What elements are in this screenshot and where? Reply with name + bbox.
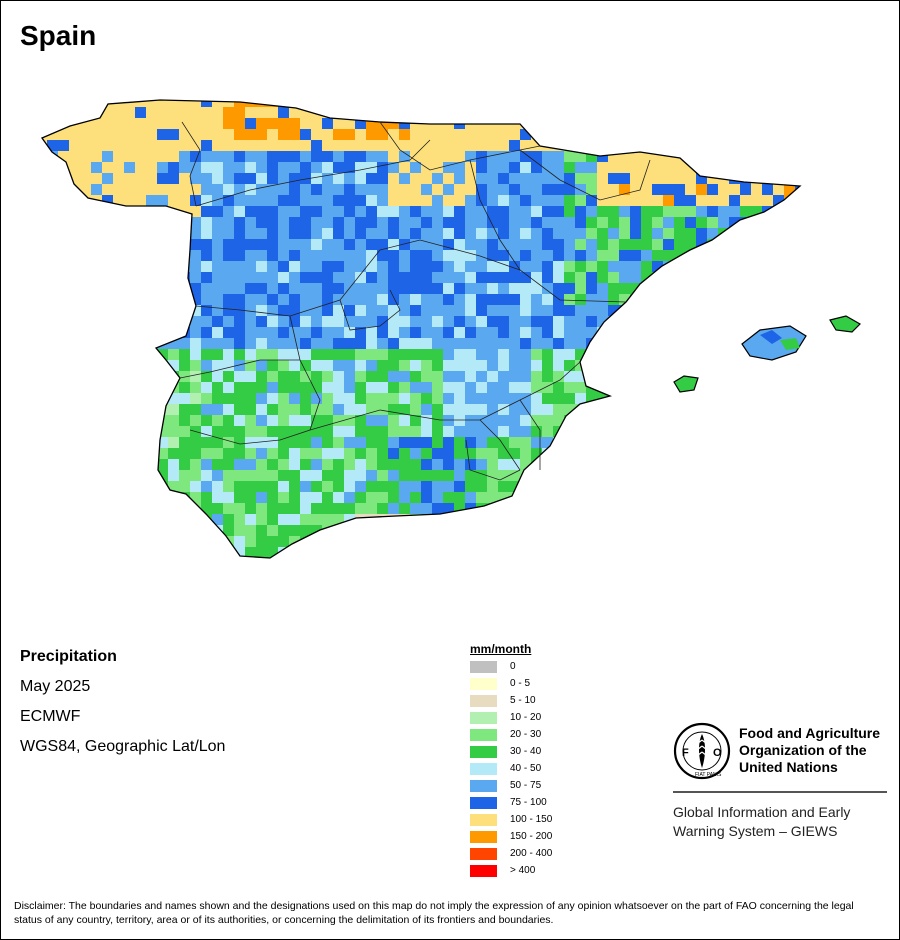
legend-label: > 400 [510,865,536,876]
legend-swatch [470,729,497,741]
projection-label: WGS84, Geographic Lat/Lon [20,738,226,755]
legend-item: 50 - 75 [470,779,590,793]
disclaimer: Disclaimer: The boundaries and names sho… [14,900,854,926]
legend-label: 150 - 200 [510,831,553,842]
legend-swatch [470,848,497,860]
precipitation-map [41,99,861,559]
legend-item: 30 - 40 [470,745,590,759]
legend-swatch [470,746,497,758]
legend-item: 150 - 200 [470,830,590,844]
org-name-line2: Organization of the [739,742,867,758]
fao-logo-icon: F O FIAT PANIS [673,722,731,780]
legend-swatch [470,678,497,690]
legend-unit: mm/month [470,642,532,656]
legend-item: 40 - 50 [470,762,590,776]
period-label: May 2025 [20,678,91,695]
source-label: ECMWF [20,708,81,725]
balearic-islands [673,315,861,393]
legend-label: 40 - 50 [510,763,542,774]
legend-label: 20 - 30 [510,729,542,740]
map-title: Spain [20,20,97,51]
legend-item: > 400 [470,864,590,878]
legend-item: 75 - 100 [470,796,590,810]
legend-label: 50 - 75 [510,780,542,791]
legend-item: 0 [470,660,590,674]
legend-label: 200 - 400 [510,848,553,859]
legend-swatch [470,712,497,724]
legend-swatch [470,661,497,673]
giews-label: Global Information and Early Warning Sys… [673,803,850,841]
divider [673,791,887,793]
giews-line1: Global Information and Early [673,804,851,820]
legend-label: 0 - 5 [510,678,531,689]
legend-label: 10 - 20 [510,712,542,723]
variable-label: Precipitation [20,648,117,665]
legend-swatch [470,695,497,707]
legend-swatch [470,814,497,826]
legend-label: 75 - 100 [510,797,547,808]
svg-text:O: O [713,747,722,759]
org-name-line1: Food and Agriculture [739,725,881,741]
org-name-line3: United Nations [739,759,838,775]
legend-label: 5 - 10 [510,695,536,706]
giews-line2: Warning System – GIEWS [673,823,838,839]
legend-item: 0 - 5 [470,677,590,691]
legend-label: 100 - 150 [510,814,553,825]
legend-swatch [470,797,497,809]
legend-item: 20 - 30 [470,728,590,742]
legend-swatch [470,763,497,775]
legend-label: 30 - 40 [510,746,542,757]
legend-item: 10 - 20 [470,711,590,725]
precipitation-grid [42,100,800,558]
region-boundaries [179,121,651,481]
legend-swatch [470,780,497,792]
legend-swatch [470,865,497,877]
organization-name: Food and Agriculture Organization of the… [739,725,880,776]
legend-swatch [470,831,497,843]
svg-text:FIAT PANIS: FIAT PANIS [695,772,722,778]
legend-item: 5 - 10 [470,694,590,708]
legend-item: 200 - 400 [470,847,590,861]
svg-text:F: F [682,747,689,759]
legend-label: 0 [510,661,516,672]
legend-item: 100 - 150 [470,813,590,827]
